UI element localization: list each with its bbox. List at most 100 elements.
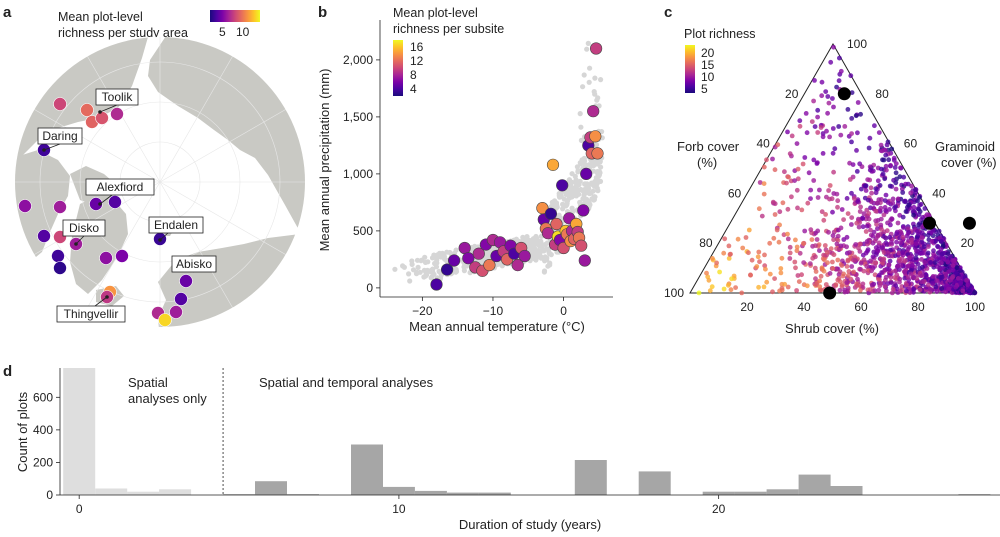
- c-plot-point: [907, 255, 912, 260]
- b-subsite-point: [575, 239, 588, 252]
- map-legend-title-2: richness per study area: [58, 26, 188, 40]
- c-plot-point: [904, 233, 910, 239]
- map-site-point: [108, 195, 122, 209]
- c-plot-point: [919, 230, 925, 236]
- b-subsite-point: [458, 241, 471, 255]
- b-subsite-point: [587, 105, 600, 118]
- b-background-point: [567, 187, 573, 193]
- d-bar: [478, 492, 511, 495]
- b-x-axis-title: Mean annual temperature (°C): [409, 319, 585, 334]
- b-background-point: [434, 260, 440, 266]
- c-plot-point: [787, 250, 793, 256]
- map-legend-tick-10: 10: [236, 25, 250, 39]
- c-plot-point: [815, 107, 821, 113]
- b-background-point: [580, 84, 586, 90]
- c-plot-point: [925, 250, 931, 256]
- c-plot-point: [831, 191, 837, 196]
- c-plot-point: [795, 166, 801, 172]
- c-plot-point: [817, 248, 822, 254]
- c-plot-point: [888, 163, 893, 168]
- c-plot-point: [890, 196, 896, 202]
- c-plot-point: [938, 274, 943, 280]
- b-background-point: [413, 271, 420, 277]
- c-plot-point: [900, 214, 906, 220]
- c-plot-point: [820, 134, 826, 140]
- c-plot-point: [886, 266, 892, 272]
- c-plot-point: [883, 274, 889, 280]
- c-plot-point: [894, 239, 899, 245]
- c-plot-point: [882, 267, 888, 273]
- c-plot-point: [876, 240, 882, 246]
- c-plot-point: [884, 242, 890, 247]
- c-plot-point: [801, 260, 807, 265]
- c-plot-point: [785, 284, 791, 290]
- b-background-point: [578, 124, 584, 130]
- b-subsite-point: [550, 217, 563, 231]
- c-plot-point: [755, 254, 761, 260]
- c-plot-point: [881, 257, 886, 263]
- c-forb-tick-label: 60: [728, 186, 742, 200]
- b-subsite-point: [589, 42, 603, 55]
- c-plot-point: [933, 284, 939, 290]
- b-background-point: [586, 199, 592, 205]
- c-plot-point: [728, 287, 734, 293]
- c-plot-point: [778, 266, 784, 271]
- c-plot-point: [800, 161, 806, 167]
- map-leader-line: [43, 143, 61, 151]
- c-plot-point: [897, 174, 903, 180]
- c-plot-point: [949, 275, 955, 280]
- c-plot-point: [796, 279, 802, 284]
- c-plot-point: [967, 288, 972, 294]
- c-plot-point: [793, 265, 798, 271]
- c-plot-point: [934, 278, 940, 284]
- c-plot-point: [871, 229, 877, 235]
- c-plot-point: [916, 212, 922, 218]
- c-plot-point: [725, 282, 731, 288]
- c-plot-point: [876, 272, 882, 278]
- b-background-point: [433, 264, 440, 270]
- c-plot-point: [787, 256, 793, 261]
- b-background-point: [533, 233, 539, 240]
- c-plot-point: [826, 100, 832, 106]
- c-plot-point: [893, 283, 899, 289]
- c-graminoid-tick-label: 100: [847, 37, 867, 51]
- c-plot-point: [817, 284, 823, 289]
- c-plot-point: [938, 247, 944, 252]
- b-background-point: [409, 258, 415, 264]
- c-plot-point: [918, 201, 924, 207]
- c-plot-point: [864, 239, 870, 244]
- c-plot-point: [929, 239, 935, 244]
- c-plot-point: [881, 157, 887, 163]
- c-plot-point: [754, 264, 760, 269]
- c-plot-point: [797, 118, 803, 124]
- c-plot-point: [787, 151, 793, 157]
- c-plot-point: [770, 289, 775, 295]
- c-plot-point: [915, 261, 921, 267]
- c-plot-point: [835, 257, 841, 263]
- c-plot-point: [855, 199, 861, 204]
- map-site-point: [37, 229, 51, 243]
- c-plot-point: [794, 187, 800, 193]
- c-plot-point: [909, 240, 914, 245]
- c-plot-point: [892, 268, 898, 274]
- map-site-point: [51, 249, 65, 263]
- b-background-point: [598, 164, 604, 170]
- c-graminoid-tick-label: 20: [961, 236, 975, 250]
- c-plot-point: [930, 280, 935, 286]
- b-background-point: [570, 208, 576, 214]
- c-plot-point: [882, 176, 888, 182]
- c-plot-point: [794, 141, 800, 147]
- b-background-point: [560, 206, 566, 212]
- c-plot-point: [860, 216, 866, 222]
- c-plot-point: [845, 211, 851, 217]
- b-background-point: [414, 257, 421, 263]
- c-graminoid-label-1: Graminoid: [935, 139, 995, 154]
- b-legend-tick-16: 16: [410, 40, 424, 54]
- c-plot-point: [786, 174, 791, 180]
- b-background-point: [595, 188, 601, 194]
- c-plot-point: [898, 165, 903, 171]
- c-plot-point: [919, 235, 925, 241]
- c-plot-point: [857, 161, 863, 167]
- c-plot-point: [858, 287, 863, 293]
- b-background-point: [581, 187, 588, 193]
